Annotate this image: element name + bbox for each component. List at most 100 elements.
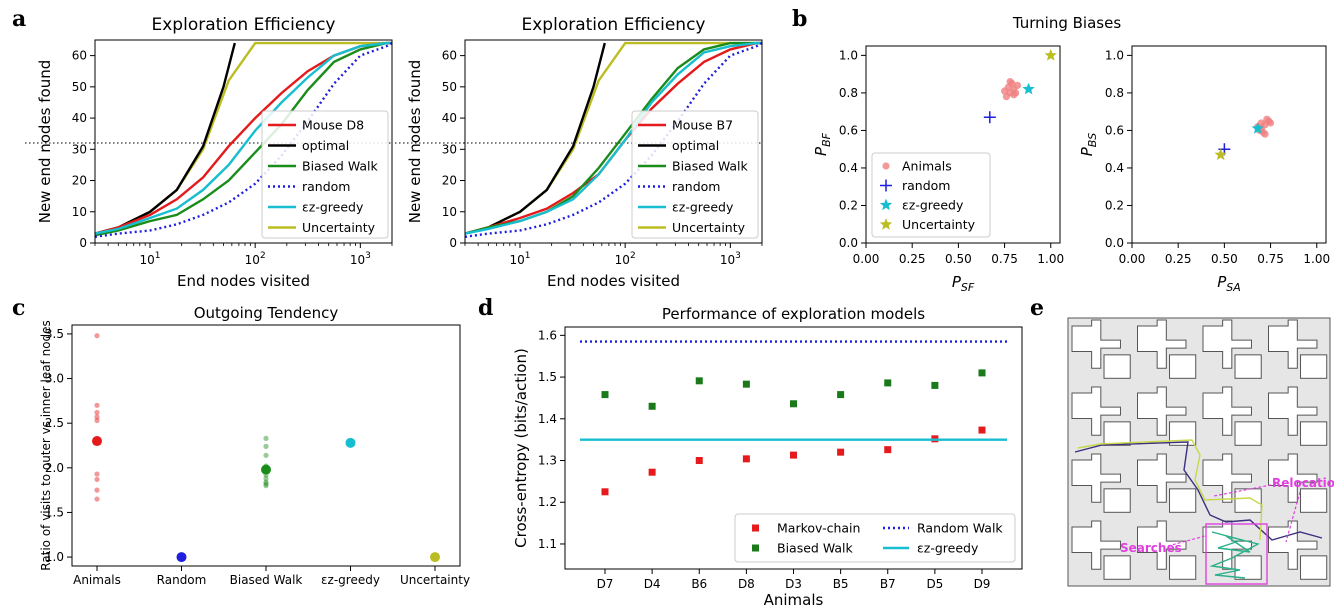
y-axis-label: Ratio of visits to outer vs inner leaf n… [39,320,53,571]
y-tick-label: 10 [442,205,457,219]
panel-letter-a: a [12,6,26,32]
marker-markov-chain [978,426,986,434]
maze-block [1071,453,1121,503]
y-tick-label: 1.0 [839,48,858,62]
y-tick-label: 0.2 [839,198,858,212]
maze-cell [1169,354,1197,379]
legend-label: εz-greedy [917,541,979,556]
legend-box [734,513,1016,563]
plot-frame [1131,45,1327,244]
y-tick-label: 60 [72,49,87,63]
maze-cell [1234,421,1262,446]
y-tick-label: 0.6 [839,123,858,137]
mean-point [430,552,440,563]
marker-biased-walk [648,402,656,410]
marker-markov-chain [884,446,892,454]
y-tick-label: 0.8 [1105,86,1124,100]
x-tick-label: 0.75 [991,252,1018,266]
relocation-arrow-1 [1213,483,1277,497]
marker-biased-walk [790,400,797,408]
individual-point [94,409,100,416]
individual-point [94,496,100,502]
mean-point [261,464,271,475]
panel-letter-d: d [478,295,493,321]
point-random [983,111,996,124]
plot-frame [71,324,461,567]
x-tick-label: 101 [509,251,530,267]
x-tick-label: 103 [350,251,371,267]
maze-cell [1169,555,1197,580]
series-line-optimal [465,42,606,235]
individual-point [94,402,100,408]
chart-title: Performance of exploration models [662,305,925,323]
legend-label: εz-greedy [302,200,364,215]
x-tick-label: D9 [974,577,991,591]
x-tick-label: 0.75 [1257,252,1284,266]
legend-swatch [882,162,890,170]
y-tick-label: 0.0 [1105,236,1124,250]
legend-label: Biased Walk [672,159,749,174]
individual-point [94,471,100,477]
series-line--z-greedy [95,41,392,235]
legend-label: εz-greedy [902,198,964,213]
maze-diagram: Relocations Searches [1067,317,1334,587]
legend-label: random [672,179,720,194]
marker-biased-walk [601,391,609,399]
maze-cell [1300,488,1328,513]
legend-label: Biased Walk [302,159,379,174]
y-tick-label: 1.5 [538,370,557,384]
x-tick-label: B5 [833,577,849,591]
y-axis-label: PBF [812,132,833,156]
marker-markov-chain [790,451,797,459]
y-tick-label: 40 [442,111,457,125]
point-zgreedy [1251,122,1264,134]
x-tick-label: B7 [880,577,896,591]
x-tick-label: 1.00 [1303,252,1330,266]
marker-biased-walk [742,380,750,388]
marker-markov-chain [837,448,845,456]
x-tick-label: D5 [926,577,943,591]
x-tick-label: 0.00 [1119,252,1146,266]
maze-cell [1300,421,1328,446]
legend-swatch [880,179,892,192]
plot-frame [94,39,393,244]
search-arrow [1167,535,1206,547]
maze-cell [1234,488,1262,513]
y-tick-label: 1.3 [538,454,557,468]
panel-letter-c: c [12,295,25,321]
y-tick-label: 3.5 [45,327,64,341]
individual-point [263,481,269,487]
individual-point [263,483,269,489]
individual-point [263,443,269,449]
y-tick-label: 20 [72,174,87,188]
y-tick-label: 1.1 [538,537,557,551]
x-axis-label: End nodes visited [547,272,680,290]
plot-frame [865,45,1061,244]
chart-outgoing-tendency: Outgoing Tendency Ratio of visits to oute… [39,304,470,587]
x-axis-label: End nodes visited [177,272,310,290]
x-tick-label: 0.50 [1211,252,1238,266]
y-tick-label: 0.4 [839,161,858,175]
x-tick-label: D8 [738,577,755,591]
legend-box [871,152,991,238]
panel-letter-b: b [792,6,807,32]
chart-title: Outgoing Tendency [194,304,339,322]
x-tick-label: Uncertainty [400,573,470,587]
x-tick-label: 0.50 [945,252,972,266]
individual-point [94,487,100,493]
individual-point [94,333,100,339]
y-tick-label: 1.5 [45,505,64,519]
legend-label: Mouse B7 [672,118,733,133]
legend-label: optimal [672,138,719,153]
searches-label: Searches [1120,541,1182,555]
plot-frame [564,326,1023,570]
marker-biased-walk [884,379,892,387]
chart-title: Exploration Efficiency [522,15,706,35]
x-tick-label: Random [157,573,207,587]
y-tick-label: 30 [72,142,87,156]
individual-point [94,417,100,424]
chart-title: Turning Biases [1012,14,1121,32]
series-line-biased-walk [95,41,392,237]
y-tick-label: 3.0 [45,372,64,386]
marker-biased-walk [837,391,845,399]
